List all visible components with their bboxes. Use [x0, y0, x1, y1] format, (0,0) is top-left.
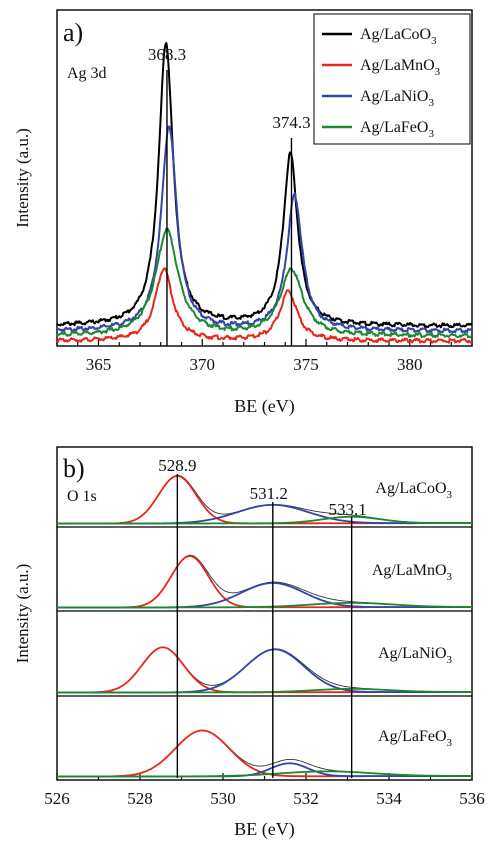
- legend-entry: Ag/LaFeO3: [360, 119, 434, 140]
- series-line: [56, 125, 473, 334]
- y-axis-title: Intensity (a.u.): [13, 128, 32, 228]
- component-curve: [57, 515, 472, 525]
- panel-label: a): [63, 18, 83, 47]
- panel-a-ag3d: 365 370 375 380 368.3 374.3 a) Ag 3d BE (eV) Inte…: [13, 9, 473, 417]
- subpanel-label: Ag/LaMnO3: [372, 562, 453, 583]
- component-curve: [57, 687, 472, 694]
- x-tick-label: 370: [190, 355, 216, 374]
- series-line: [56, 267, 473, 344]
- component-curve: [57, 582, 472, 609]
- panel-b-o1s: 526 528 530 532 534 536 Ag/LaCoO3 Ag/LaMnO3 Ag/L…: [13, 446, 485, 840]
- series-line: [56, 42, 473, 329]
- x-tick-label: 534: [376, 789, 402, 808]
- subpanel-label: Ag/LaFeO3: [378, 728, 452, 749]
- series-line: [56, 227, 473, 339]
- legend-box: [313, 13, 471, 145]
- x-tick-label: 532: [293, 789, 319, 808]
- x-tick-label: 526: [44, 789, 70, 808]
- legend-entry: Ag/LaMnO3: [360, 57, 441, 78]
- x-tick-label: 380: [397, 355, 423, 374]
- component-curve: [57, 503, 472, 525]
- x-axis-title: BE (eV): [234, 396, 294, 417]
- subpanel-label: Ag/LaNiO3: [378, 645, 452, 666]
- x-axis-title: BE (eV): [234, 819, 294, 840]
- peak-label: 531.2: [250, 484, 288, 503]
- annotation-label: O 1s: [67, 488, 97, 505]
- panel-label: b): [63, 454, 85, 483]
- x-tick-label: 530: [210, 789, 236, 808]
- y-axis-title: Intensity (a.u.): [13, 564, 32, 664]
- legend-entry: Ag/LaCoO3: [360, 26, 437, 47]
- annotation-label: Ag 3d: [67, 65, 107, 82]
- peak-label: 528.9: [158, 456, 196, 475]
- subpanel-label: Ag/LaCoO3: [375, 480, 452, 501]
- x-tick-label: 528: [127, 789, 153, 808]
- x-tick-label: 536: [459, 789, 485, 808]
- x-tick-label: 375: [293, 355, 319, 374]
- component-curve: [57, 601, 472, 609]
- x-tick-label: 365: [86, 355, 112, 374]
- component-curve: [57, 770, 472, 778]
- peak-label: 368.3: [148, 45, 186, 64]
- peak-label: 533.1: [329, 500, 367, 519]
- legend-entry: Ag/LaNiO3: [360, 88, 434, 109]
- peak-label: 374.3: [272, 113, 310, 132]
